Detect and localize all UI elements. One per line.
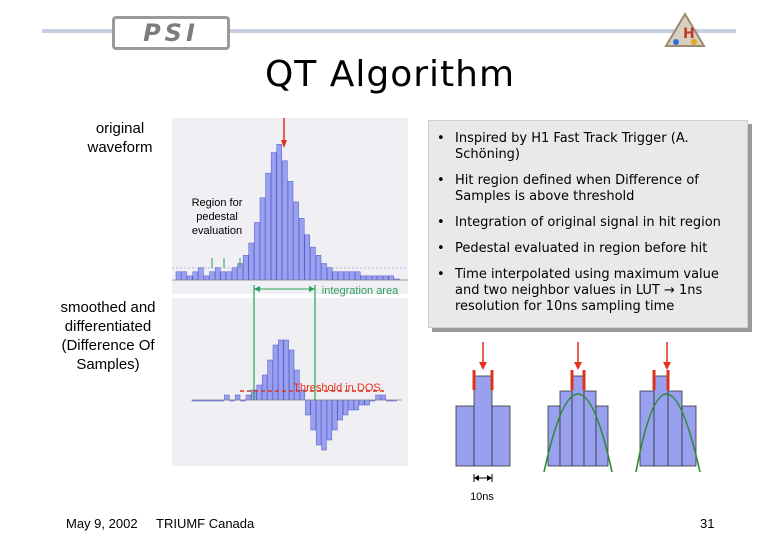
bullet-item: Inspired by H1 Fast Track Trigger (A. Sc… [437,131,739,163]
interpolation-diagrams [455,342,701,482]
label-10ns: 10ns [470,491,494,503]
bullet-item: Hit region defined when Difference of Sa… [437,173,739,205]
sample-bar [653,375,669,467]
sample-bar [571,375,585,467]
sample-bar [473,375,493,467]
footer-date: May 9, 2002 [66,516,138,531]
svg-text:H: H [683,26,695,42]
footer-page: 31 [700,516,715,531]
sample-bar [559,390,573,467]
original-waveform-chart [172,118,408,294]
sample-bar [491,405,511,467]
bullet-box: Inspired by H1 Fast Track Trigger (A. Sc… [428,120,748,328]
page-title: QT Algorithm [264,54,516,95]
psi-logo: PSI [112,16,230,50]
label-pedestal-region: Region for pedestal evaluation [191,197,243,237]
sample-bar [547,405,561,467]
label-original-waveform: original waveform [87,120,153,156]
sample-bar [455,405,475,467]
label-smoothed: smoothed and differentiated (Difference … [60,299,156,373]
footer-venue: TRIUMF Canada [156,516,255,531]
header-bar [42,29,736,33]
sample-bar [583,390,597,467]
dos-chart [172,298,408,466]
sample-bar [639,390,655,467]
bullet-item: Time interpolated using maximum value an… [437,267,739,315]
h1-logo-icon: H [664,12,706,48]
bullet-item: Integration of original signal in hit re… [437,215,739,231]
bullet-item: Pedestal evaluated in region before hit [437,241,739,257]
label-integration-area: integration area [321,285,399,297]
sample-bar [595,405,609,467]
sample-bar [667,390,683,467]
